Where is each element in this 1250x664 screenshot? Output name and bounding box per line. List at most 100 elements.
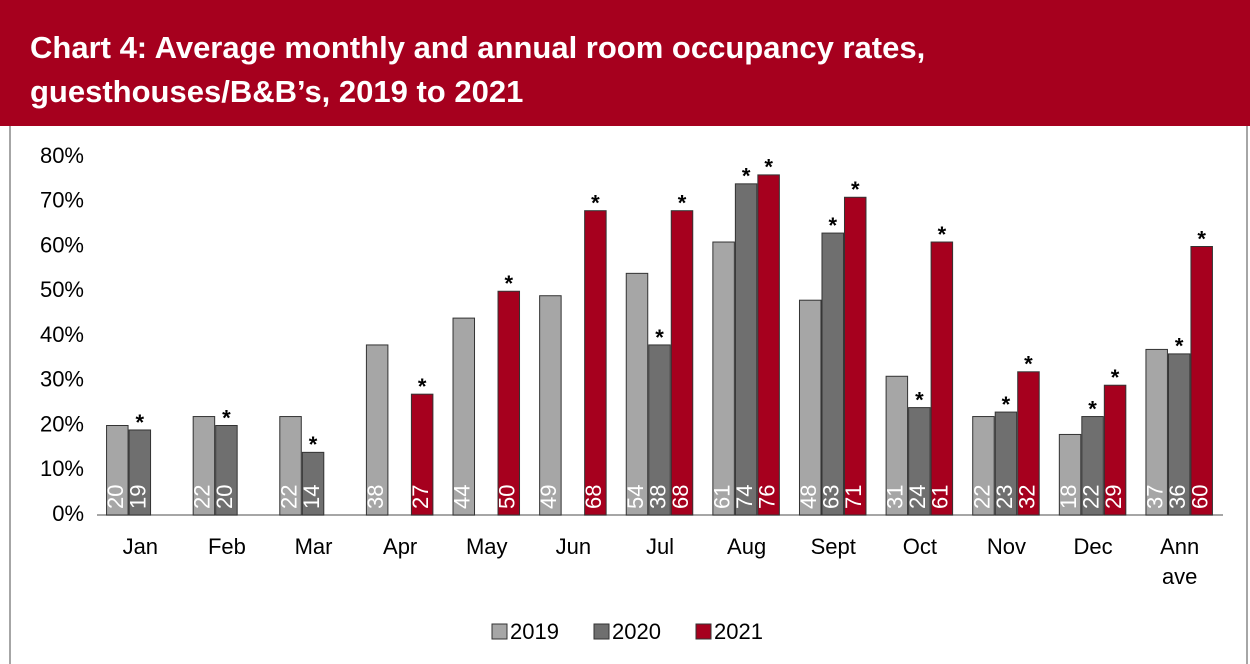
data-label: 20 bbox=[103, 485, 128, 509]
annotation: * bbox=[1197, 226, 1206, 251]
bar bbox=[128, 429, 152, 516]
bar bbox=[757, 174, 780, 516]
y-tick-label: 10% bbox=[40, 456, 84, 481]
data-label: 24 bbox=[905, 485, 930, 509]
data-label: 22 bbox=[1078, 485, 1103, 509]
y-tick-label: 30% bbox=[40, 367, 84, 392]
bar bbox=[301, 451, 325, 516]
bar bbox=[584, 210, 607, 516]
y-tick-label: 80% bbox=[40, 143, 84, 168]
bar bbox=[410, 393, 434, 516]
data-label: 74 bbox=[732, 485, 757, 509]
annotation: * bbox=[418, 374, 427, 399]
data-label: 27 bbox=[408, 485, 433, 509]
annotation: * bbox=[915, 387, 924, 412]
data-label: 54 bbox=[623, 485, 648, 509]
bar bbox=[1190, 246, 1213, 516]
data-label: 50 bbox=[495, 485, 520, 509]
legend-label: 2019 bbox=[510, 619, 559, 644]
bar bbox=[843, 196, 867, 516]
data-label: 22 bbox=[190, 485, 215, 509]
data-label: 38 bbox=[363, 485, 388, 509]
x-tick-label: Ann ave bbox=[1160, 534, 1199, 589]
annotation: * bbox=[591, 191, 600, 216]
data-label: 68 bbox=[581, 485, 606, 509]
annotation: * bbox=[828, 213, 837, 238]
x-tick-label: Oct bbox=[903, 534, 937, 559]
data-label: 19 bbox=[126, 485, 151, 509]
x-tick-label: Jan bbox=[123, 534, 158, 559]
annotation: * bbox=[1175, 334, 1184, 359]
data-label: 71 bbox=[841, 485, 866, 509]
data-label: 68 bbox=[668, 485, 693, 509]
bar bbox=[930, 241, 954, 516]
x-tick-label: Feb bbox=[208, 534, 246, 559]
bar bbox=[1145, 348, 1168, 516]
data-label: 63 bbox=[819, 485, 844, 509]
data-label: 29 bbox=[1101, 485, 1126, 509]
bar bbox=[972, 416, 995, 516]
annotation: * bbox=[1024, 352, 1033, 377]
data-label: 20 bbox=[212, 485, 237, 509]
annotation: * bbox=[938, 222, 947, 247]
bar bbox=[365, 344, 389, 516]
legend-swatch bbox=[695, 623, 712, 640]
bar bbox=[1058, 433, 1082, 516]
bar bbox=[712, 241, 735, 516]
x-tick-label: Dec bbox=[1074, 534, 1113, 559]
legend-swatch bbox=[593, 623, 610, 640]
annotation: * bbox=[136, 410, 145, 435]
annotation: * bbox=[222, 405, 231, 430]
bar bbox=[215, 425, 238, 516]
x-tick-label: Aug bbox=[727, 534, 766, 559]
legend-label: 2021 bbox=[714, 619, 763, 644]
data-label: 37 bbox=[1143, 485, 1168, 509]
legend-swatch bbox=[491, 623, 508, 640]
data-label: 14 bbox=[299, 485, 324, 509]
bar bbox=[192, 416, 216, 516]
bar bbox=[994, 411, 1018, 516]
y-tick-label: 20% bbox=[40, 411, 84, 436]
data-label: 18 bbox=[1056, 485, 1081, 509]
annotation: * bbox=[1002, 392, 1011, 417]
data-label: 31 bbox=[883, 485, 908, 509]
bar bbox=[1103, 384, 1127, 516]
bar bbox=[106, 425, 129, 516]
data-label: 48 bbox=[796, 485, 821, 509]
annotation: * bbox=[655, 325, 664, 350]
data-label: 61 bbox=[709, 485, 734, 509]
x-tick-label: Jul bbox=[646, 534, 674, 559]
bar bbox=[908, 407, 931, 516]
bar bbox=[648, 344, 671, 516]
bar bbox=[1081, 416, 1104, 516]
bar bbox=[497, 290, 521, 516]
bar bbox=[885, 375, 909, 516]
data-label: 36 bbox=[1165, 485, 1190, 509]
legend-label: 2020 bbox=[612, 619, 661, 644]
data-label: 32 bbox=[1014, 485, 1039, 509]
y-tick-label: 0% bbox=[52, 501, 84, 526]
x-tick-label: Mar bbox=[295, 534, 333, 559]
data-label: 44 bbox=[450, 485, 475, 509]
header: Chart 4: Average monthly and annual room… bbox=[0, 0, 1250, 126]
bar bbox=[670, 210, 694, 516]
data-label: 76 bbox=[754, 485, 779, 509]
data-label: 38 bbox=[645, 485, 670, 509]
annotation: * bbox=[678, 191, 687, 216]
bar bbox=[821, 232, 844, 516]
bar bbox=[539, 295, 562, 516]
data-label: 23 bbox=[992, 485, 1017, 509]
data-label: 22 bbox=[276, 485, 301, 509]
bar bbox=[1167, 353, 1191, 516]
y-tick-label: 50% bbox=[40, 277, 84, 302]
bar bbox=[625, 272, 649, 516]
bar bbox=[734, 183, 758, 516]
bar bbox=[452, 317, 476, 516]
chart-title: Chart 4: Average monthly and annual room… bbox=[30, 30, 926, 109]
data-label: 60 bbox=[1188, 485, 1213, 509]
bar bbox=[1017, 371, 1040, 516]
x-tick-label: May bbox=[466, 534, 508, 559]
x-tick-label: Nov bbox=[987, 534, 1026, 559]
